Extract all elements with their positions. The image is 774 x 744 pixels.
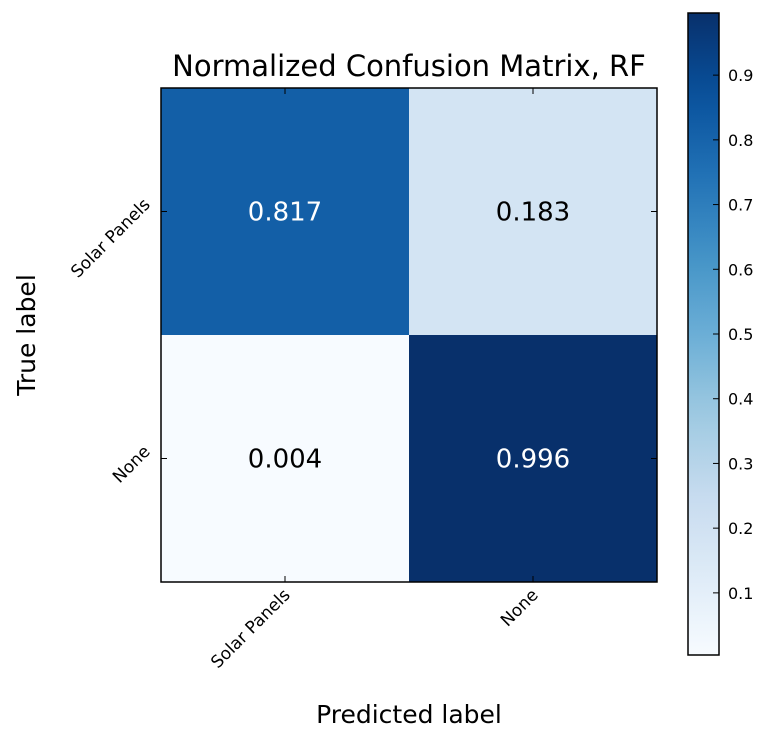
colorbar-tick-label: 0.4 xyxy=(728,390,753,409)
y-tick-label: Solar Panels xyxy=(67,195,154,282)
heatmap-cell xyxy=(409,88,658,336)
y-tick-label: None xyxy=(109,442,155,488)
y-tick-labels: Solar Panels None xyxy=(67,195,154,488)
colorbar-tick-label: 0.9 xyxy=(728,66,753,85)
colorbar-ticks: 0.1 0.2 0.3 0.4 0.5 0.6 0.7 0.8 0.9 xyxy=(713,66,753,603)
chart-title: Normalized Confusion Matrix, RF xyxy=(172,49,646,83)
cell-value-label: 0.996 xyxy=(496,445,570,475)
axis-ticks xyxy=(161,88,657,582)
x-tick-label: None xyxy=(497,585,543,631)
colorbar-tick-label: 0.3 xyxy=(728,454,753,473)
x-tick-labels: Solar Panels None xyxy=(207,585,542,672)
heatmap-cell xyxy=(409,335,658,583)
colorbar-tick-label: 0.1 xyxy=(728,584,753,603)
plot-frame xyxy=(160,87,658,583)
y-axis-label: True label xyxy=(12,274,41,397)
heatmap-cell xyxy=(161,88,410,336)
colorbar-tick-label: 0.5 xyxy=(728,325,753,344)
colorbar-tick-label: 0.8 xyxy=(728,131,753,150)
colorbar-tick-label: 0.2 xyxy=(728,519,753,538)
x-tick-label: Solar Panels xyxy=(207,585,294,672)
cell-value-label: 0.183 xyxy=(496,198,570,228)
heatmap-cell xyxy=(161,335,410,583)
cell-value-label: 0.817 xyxy=(248,198,322,228)
colorbar-tick-label: 0.7 xyxy=(728,196,753,215)
colorbar-tick-label: 0.6 xyxy=(728,260,753,279)
cell-value-label: 0.004 xyxy=(248,445,322,475)
heatmap-cells xyxy=(161,88,658,583)
x-axis-label: Predicted label xyxy=(316,700,502,729)
heatmap-cell-labels: 0.817 0.183 0.004 0.996 xyxy=(248,198,570,475)
